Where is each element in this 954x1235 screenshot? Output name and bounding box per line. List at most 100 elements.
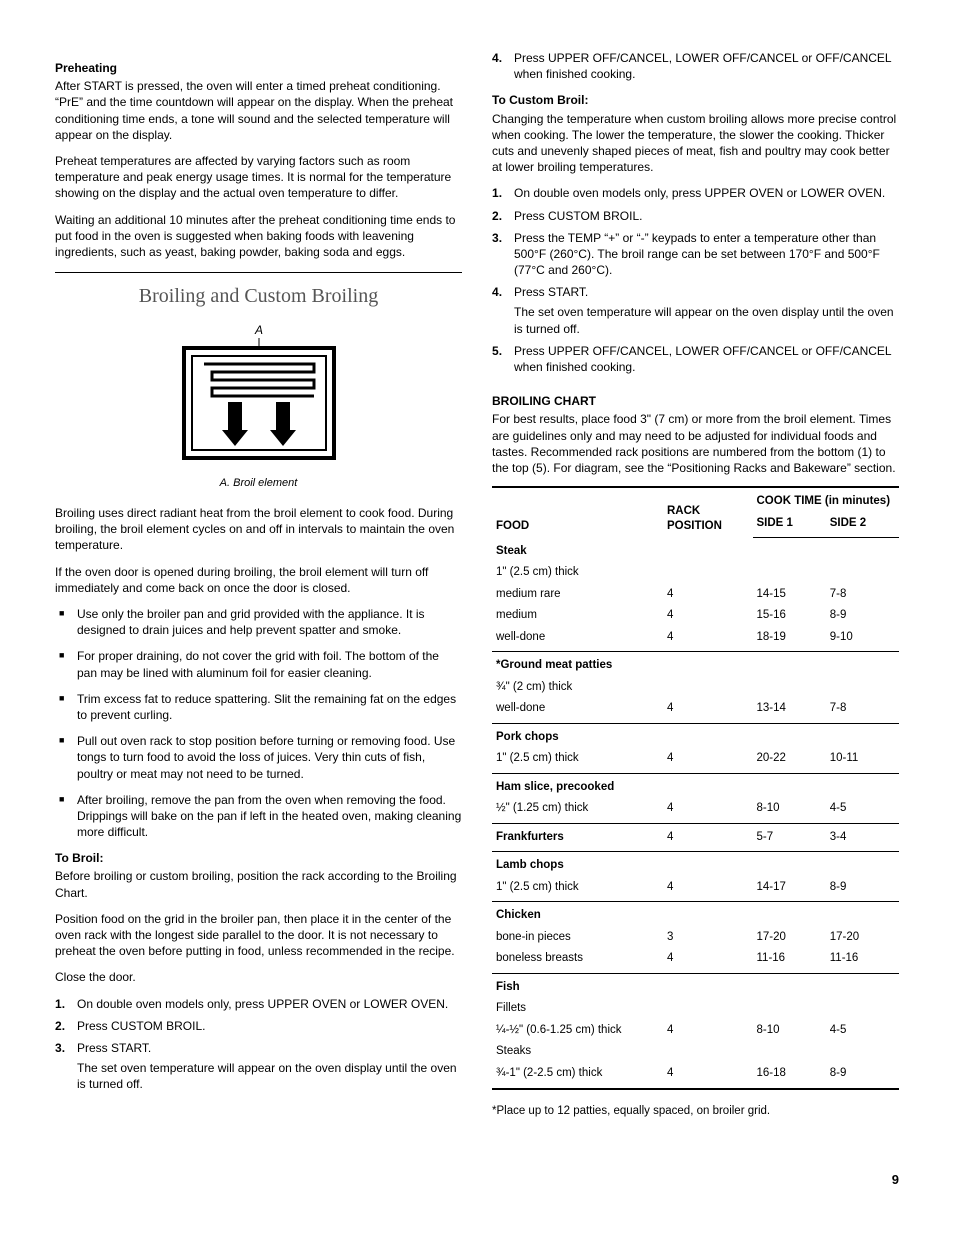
cell-side1: [753, 1041, 826, 1063]
cell-food: 1" (2.5 cm) thick: [492, 748, 663, 773]
cell-rack: 4: [663, 877, 753, 902]
cell-side2: 7-8: [826, 698, 899, 723]
cell-side2: 4-5: [826, 798, 899, 823]
cell-side2: [826, 538, 899, 563]
cell-side1: 16-18: [753, 1063, 826, 1089]
cell-side1: [753, 973, 826, 998]
table-row: Steaks: [492, 1041, 899, 1063]
cell-side2: [826, 562, 899, 584]
cell-side2: [826, 723, 899, 748]
table-row: Pork chops: [492, 723, 899, 748]
table-row: Fillets: [492, 998, 899, 1020]
custom-broil-steps: On double oven models only, press UPPER …: [492, 185, 899, 375]
table-row: well-done418-199-10: [492, 627, 899, 652]
table-row: 1" (2.5 cm) thick414-178-9: [492, 877, 899, 902]
cell-food: well-done: [492, 627, 663, 652]
broiling-chart-heading: BROILING CHART: [492, 393, 899, 409]
step-item: On double oven models only, press UPPER …: [55, 996, 462, 1012]
cell-food: Chicken: [492, 902, 663, 927]
cell-rack: [663, 677, 753, 699]
cell-rack: [663, 852, 753, 877]
cell-side1: 20-22: [753, 748, 826, 773]
cell-rack: [663, 773, 753, 798]
chart-footnote: *Place up to 12 patties, equally spaced,…: [492, 1104, 899, 1120]
cell-side1: [753, 998, 826, 1020]
cell-food: Ham slice, precooked: [492, 773, 663, 798]
table-row: Chicken: [492, 902, 899, 927]
cell-rack: 4: [663, 1020, 753, 1042]
cell-rack: 4: [663, 584, 753, 606]
cell-rack: [663, 652, 753, 677]
cell-food: medium rare: [492, 584, 663, 606]
cell-side2: 17-20: [826, 927, 899, 949]
cell-rack: 4: [663, 605, 753, 627]
cell-side2: [826, 998, 899, 1020]
cell-side2: 8-9: [826, 605, 899, 627]
cell-side2: 8-9: [826, 877, 899, 902]
cell-rack: 4: [663, 948, 753, 973]
to-broil-heading: To Broil:: [55, 850, 462, 866]
cell-side2: [826, 1041, 899, 1063]
table-row: Fish: [492, 973, 899, 998]
cell-food: 1" (2.5 cm) thick: [492, 877, 663, 902]
to-custom-broil-heading: To Custom Broil:: [492, 92, 899, 108]
broiling-chart-body: Steak1" (2.5 cm) thickmedium rare414-157…: [492, 538, 899, 1089]
cell-rack: [663, 562, 753, 584]
bullet-item: After broiling, remove the pan from the …: [55, 792, 462, 841]
broiling-bullets: Use only the broiler pan and grid provid…: [55, 606, 462, 840]
cell-rack: 4: [663, 748, 753, 773]
th-side2: SIDE 2: [826, 513, 899, 538]
step-item: Press UPPER OFF/CANCEL, LOWER OFF/CANCEL…: [492, 50, 899, 82]
to-broil-p3: Close the door.: [55, 969, 462, 985]
cell-side1: 5-7: [753, 823, 826, 852]
th-food: FOOD: [492, 487, 663, 538]
cell-side1: 13-14: [753, 698, 826, 723]
cell-side2: [826, 677, 899, 699]
cell-side2: [826, 652, 899, 677]
to-broil-p2: Position food on the grid in the broiler…: [55, 911, 462, 960]
cell-food: Fillets: [492, 998, 663, 1020]
cell-side1: 18-19: [753, 627, 826, 652]
table-row: 1" (2.5 cm) thick: [492, 562, 899, 584]
table-row: Steak: [492, 538, 899, 563]
cell-rack: [663, 973, 753, 998]
broiling-chart-table: FOOD RACK POSITION COOK TIME (in minutes…: [492, 486, 899, 1089]
cell-side1: 8-10: [753, 1020, 826, 1042]
cell-side1: [753, 538, 826, 563]
to-broil-steps: On double oven models only, press UPPER …: [55, 996, 462, 1093]
table-row: ½" (1.25 cm) thick48-104-5: [492, 798, 899, 823]
cell-food: ¾-1" (2-2.5 cm) thick: [492, 1063, 663, 1089]
step-item: On double oven models only, press UPPER …: [492, 185, 899, 201]
cell-side2: 3-4: [826, 823, 899, 852]
cell-rack: 3: [663, 927, 753, 949]
bullet-item: Use only the broiler pan and grid provid…: [55, 606, 462, 638]
table-row: boneless breasts411-1611-16: [492, 948, 899, 973]
cell-rack: [663, 1041, 753, 1063]
left-column: Preheating After START is pressed, the o…: [55, 50, 462, 1131]
cell-food: Pork chops: [492, 723, 663, 748]
cell-side1: [753, 562, 826, 584]
to-broil-steps-cont: Press UPPER OFF/CANCEL, LOWER OFF/CANCEL…: [492, 50, 899, 82]
cell-rack: [663, 902, 753, 927]
cell-rack: 4: [663, 627, 753, 652]
cell-rack: 4: [663, 698, 753, 723]
step-item: Press START. The set oven temperature wi…: [55, 1040, 462, 1093]
diagram-label-a: A: [253, 324, 262, 337]
table-row: *Ground meat patties: [492, 652, 899, 677]
cell-side2: 10-11: [826, 748, 899, 773]
cell-food: ½" (1.25 cm) thick: [492, 798, 663, 823]
cell-side1: [753, 902, 826, 927]
cell-food: medium: [492, 605, 663, 627]
cell-side2: 4-5: [826, 1020, 899, 1042]
th-rack: RACK POSITION: [663, 487, 753, 538]
step-sub: The set oven temperature will appear on …: [514, 304, 899, 336]
cell-side1: [753, 652, 826, 677]
bullet-item: For proper draining, do not cover the gr…: [55, 648, 462, 680]
cell-rack: [663, 538, 753, 563]
step-item: Press UPPER OFF/CANCEL, LOWER OFF/CANCEL…: [492, 343, 899, 375]
preheating-p1: After START is pressed, the oven will en…: [55, 78, 462, 143]
step-sub: The set oven temperature will appear on …: [77, 1060, 462, 1092]
cell-food: well-done: [492, 698, 663, 723]
cell-side1: 11-16: [753, 948, 826, 973]
step-item: Press CUSTOM BROIL.: [55, 1018, 462, 1034]
